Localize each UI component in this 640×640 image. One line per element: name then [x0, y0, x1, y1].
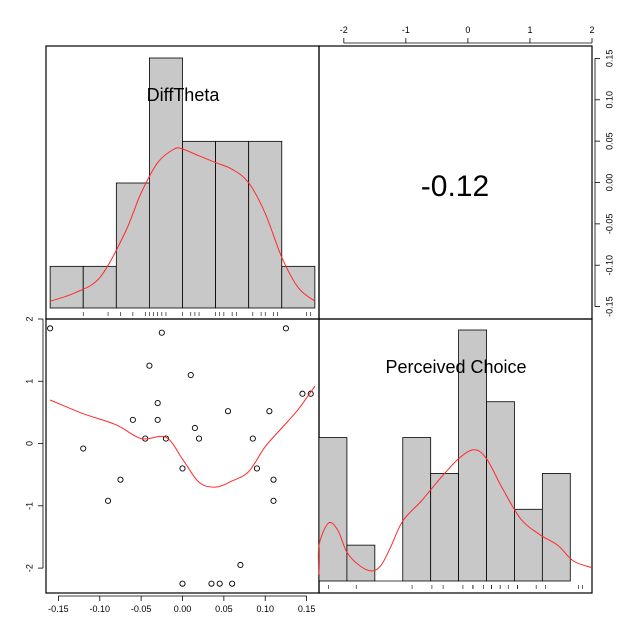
x-tick-label-top: 2	[589, 25, 594, 35]
scatter-point	[266, 408, 273, 415]
x-tick-label-bottom: 0.15	[298, 604, 316, 614]
histogram-bar	[430, 473, 460, 582]
scatter-point	[229, 580, 236, 587]
x-tick-label-bottom: -0.05	[131, 604, 152, 614]
scatter-point	[299, 390, 306, 397]
scatter-point	[224, 408, 232, 415]
histogram-bar	[115, 182, 150, 309]
scatter-point	[270, 497, 277, 504]
scatter-point	[146, 362, 153, 369]
scatter-point	[253, 465, 261, 472]
y-tick-label-right: -0.15	[604, 296, 614, 317]
density-curve	[317, 449, 593, 575]
histogram-bar	[486, 401, 515, 582]
scatter-point	[129, 416, 136, 423]
histogram-bar	[248, 140, 283, 309]
histogram-bar	[49, 265, 84, 309]
scatter-point	[80, 445, 87, 452]
correlation-value: -0.12	[421, 170, 489, 203]
y-tick-label-right: 0.10	[604, 91, 614, 109]
scatter-point	[237, 561, 244, 569]
scatter-point	[187, 371, 194, 379]
y-tick-label-left: 1	[24, 379, 34, 384]
scatter-point	[179, 465, 186, 472]
x-tick-label-bottom: 0.10	[256, 604, 274, 614]
scatter-point	[195, 435, 203, 442]
scatter-point	[191, 424, 198, 432]
scatter-point	[249, 435, 256, 442]
x-tick-label-bottom: -0.10	[90, 604, 111, 614]
histogram-bar	[318, 437, 348, 582]
x-tick-label-top: 0	[465, 25, 470, 35]
axes: -0.15 -0.10 -0.05 0.00 0.05 0.10 0.15 -2 -1 0 1 2 2 1…	[24, 25, 614, 614]
y-tick-label-right: 0.15	[604, 50, 614, 68]
scatter-point	[270, 476, 277, 483]
scatter-point	[282, 325, 289, 332]
scatter-point	[307, 390, 314, 397]
x-tick-label-top: -1	[402, 25, 410, 35]
smoother-line	[49, 386, 316, 488]
scatter-panel	[47, 325, 316, 587]
x-tick-label-bottom: -0.15	[48, 604, 69, 614]
correlation-panel: -0.12	[421, 170, 489, 203]
histogram-bar	[215, 140, 250, 309]
histogram-bar	[182, 140, 216, 309]
y-tick-label-right: 0.00	[604, 174, 614, 192]
histogram-perceived-choice	[317, 329, 593, 589]
density-curve	[49, 147, 316, 302]
scatter-point	[154, 416, 161, 423]
x-tick-label-bottom: 0.05	[215, 604, 233, 614]
y-tick-label-left: 2	[24, 316, 34, 321]
y-tick-label-left: -1	[24, 502, 34, 510]
scatter-point	[208, 580, 215, 587]
y-tick-label-left: -2	[24, 564, 34, 572]
scatter-point	[47, 325, 54, 332]
histogram-bar	[541, 473, 571, 582]
scatter-point	[158, 329, 165, 336]
y-tick-label-left: 0	[24, 441, 34, 446]
y-tick-label-right: -0.10	[604, 255, 614, 276]
histogram-bar	[346, 544, 376, 582]
variable-label-difftheta: DiffTheta	[147, 85, 221, 105]
y-tick-label-right: -0.05	[604, 214, 614, 235]
scatter-point	[179, 580, 186, 587]
y-tick-label-right: 0.05	[604, 132, 614, 150]
frame-bottom-left	[45, 318, 320, 594]
x-tick-label-bottom: 0.00	[174, 604, 192, 614]
scatter-point	[117, 476, 124, 483]
histogram-difftheta	[49, 57, 316, 316]
x-tick-label-top: -2	[340, 25, 348, 35]
scatter-point	[154, 400, 161, 407]
scatter-point	[216, 580, 223, 587]
variable-label-perceived-choice: Perceived Choice	[385, 357, 526, 377]
histogram-bar	[402, 437, 432, 582]
scatter-point	[104, 497, 112, 504]
x-tick-label-top: 1	[527, 25, 532, 35]
histogram-bar	[514, 508, 543, 582]
